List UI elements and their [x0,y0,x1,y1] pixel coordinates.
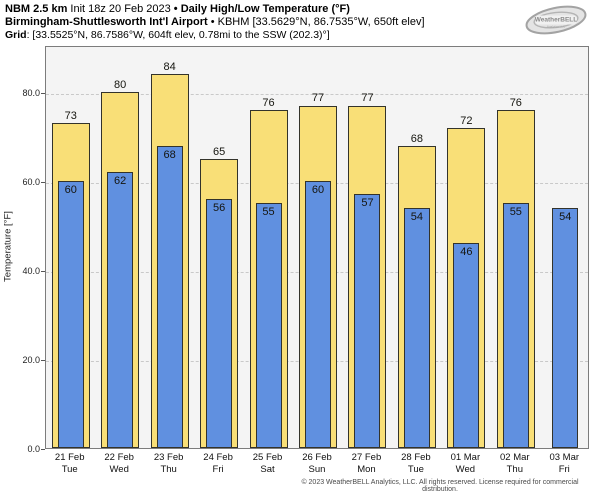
x-tick-weekday: Fri [212,464,224,475]
low-bar [305,181,331,448]
y-tick-mark [41,182,45,184]
y-tick-label: 20.0 [22,354,40,365]
low-value-label: 60 [311,184,325,197]
x-tick-weekday: Mon [357,464,376,475]
x-tick-date: 23 Feb [153,452,184,463]
x-tick-weekday: Thu [506,464,523,475]
y-tick-label: 80.0 [22,87,40,98]
x-tick-weekday: Wed [455,464,476,475]
x-tick-date: 28 Feb [401,452,431,463]
high-value-label: 73 [64,110,77,123]
low-value-label: 46 [460,246,473,259]
copyright-footer: © 2023 WeatherBELL Analytics, LLC. All r… [301,479,579,493]
grid-label: Grid [5,29,27,41]
y-axis-title: Temperature [°F] [2,211,14,282]
x-tick-label: 03 Mar Fri [539,452,589,476]
x-tick-label: 01 Mar Wed [440,452,490,476]
station-coords: • KBHM [33.5629°N, 86.7535°W, 650ft elev… [207,16,425,28]
y-tick-mark [41,93,45,95]
x-tick-label: 22 Feb Wed [94,452,144,476]
low-bar [255,203,282,448]
plot-area: 73 60 80 62 84 68 65 56 76 55 77 60 77 57 68 54 72 46 76 55… [45,46,589,449]
high-value-label: 77 [361,92,374,105]
low-bar [403,207,430,448]
x-tick-weekday: Fri [558,464,570,475]
x-tick-weekday: Tue [407,464,424,475]
x-tick-date: 27 Feb [351,452,382,463]
x-tick-weekday: Sun [308,464,326,475]
low-value-label: 54 [559,210,572,223]
x-tick-weekday: Sat [260,464,275,475]
low-value-label: 68 [163,148,176,161]
x-tick-date: 02 Mar [500,452,530,463]
x-tick-date: 24 Feb [203,452,233,463]
header-line-1: NBM 2.5 km Init 18z 20 Feb 2023 • Daily … [5,3,425,16]
station-name: Birmingham-Shuttlesworth Int'l Airport [5,16,208,28]
low-value-label: 56 [212,201,226,214]
x-tick-label: 28 Feb Tue [391,452,441,476]
x-tick-label: 02 Mar Thu [490,452,540,476]
low-value-label: 57 [361,197,374,210]
chart-header: NBM 2.5 km Init 18z 20 Feb 2023 • Daily … [5,3,425,42]
low-value-label: 55 [509,206,522,219]
high-value-label: 72 [460,114,473,127]
y-tick-mark [41,449,45,450]
x-tick-date: 25 Feb [252,452,283,463]
grid-coords: : [33.5525°N, 86.7586°W, 604ft elev, 0.7… [26,29,330,41]
y-tick-label: 40.0 [22,265,40,276]
x-tick-label: 21 Feb Tue [45,452,95,476]
y-tick-mark [41,360,45,362]
high-value-label: 77 [311,92,325,105]
x-tick-weekday: Thu [160,464,177,475]
header-line-3: Grid: [33.5525°N, 86.7586°W, 604ft elev,… [5,29,425,42]
high-value-label: 76 [509,96,522,109]
low-value-label: 55 [262,206,275,219]
logo-swirl-icon: WeatherBELL Analytics LLC [525,5,587,35]
low-value-label: 60 [64,184,77,197]
x-tick-weekday: Wed [109,464,129,475]
x-tick-label: 26 Feb Sun [292,452,342,476]
x-tick-date: 01 Mar [450,452,481,463]
low-bar [107,172,134,448]
high-value-label: 65 [212,145,226,158]
x-tick-date: 26 Feb [302,452,332,463]
y-tick-label: 60.0 [22,176,40,187]
gridline [46,94,588,96]
y-tick-mark [41,271,45,273]
high-value-label: 80 [114,79,127,92]
init-time: Init 18z 20 Feb 2023 [67,3,174,15]
x-tick-label: 23 Feb Thu [144,452,194,476]
low-bar [206,198,233,448]
low-value-label: 54 [410,210,424,223]
x-tick-date: 21 Feb [54,452,85,463]
low-bar [57,181,84,448]
weatherbell-logo: WeatherBELL Analytics LLC [525,5,587,35]
low-value-label: 62 [114,175,127,188]
header-line-2: Birmingham-Shuttlesworth Int'l Airport •… [5,16,425,29]
low-bar [552,207,579,448]
x-tick-date: 03 Mar [549,452,580,463]
logo-subtext: Analytics LLC [547,25,566,29]
high-value-label: 84 [163,61,176,74]
high-value-label: 76 [262,96,275,109]
x-tick-weekday: Tue [61,464,78,475]
low-bar [502,203,529,448]
x-tick-label: 24 Feb Fri [193,452,243,476]
low-bar [156,145,183,448]
high-value-label: 68 [410,132,424,145]
x-tick-label: 25 Feb Sat [243,452,293,476]
low-bar [354,194,381,448]
y-tick-label: 0.0 [27,443,40,454]
product-name: • Daily High/Low Temperature (°F) [173,3,350,15]
x-tick-date: 22 Feb [104,452,134,463]
x-tick-label: 27 Feb Mon [341,452,391,476]
logo-text: WeatherBELL [535,17,578,24]
model-name: NBM 2.5 km [5,3,68,15]
low-bar [453,243,480,448]
